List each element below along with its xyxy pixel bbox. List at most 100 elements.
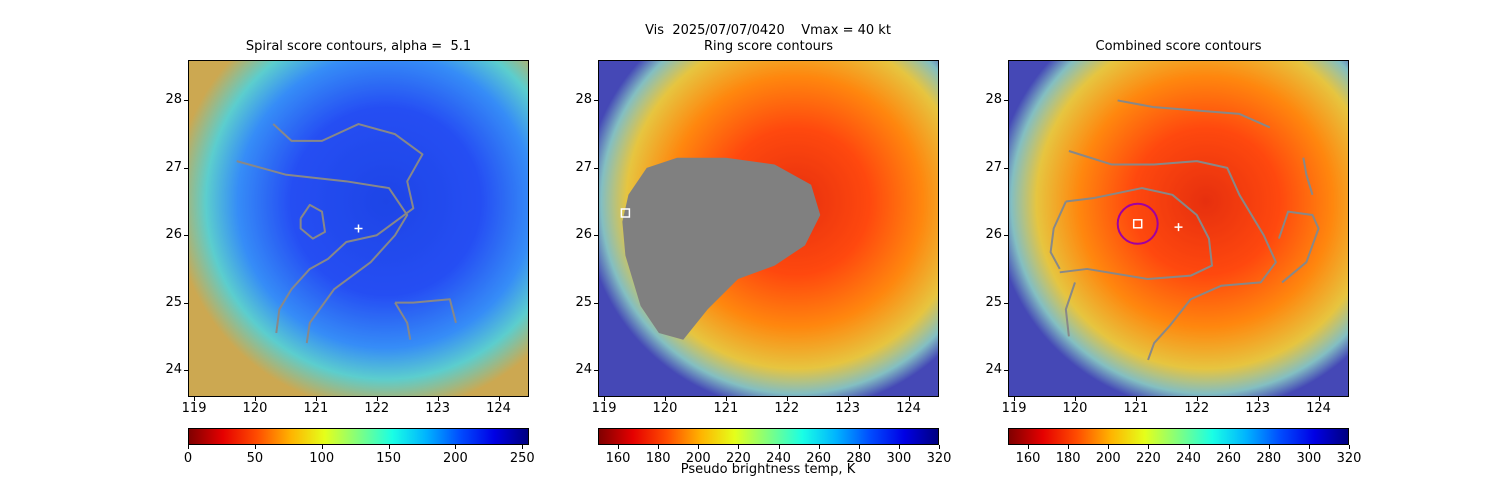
colorbar-tick — [388, 445, 390, 449]
center-square-marker — [620, 208, 631, 218]
y-tick-label: 26 — [575, 227, 592, 243]
y-tick — [1004, 167, 1008, 169]
colorbar-tick-label: 260 — [1216, 451, 1242, 466]
colorbar-tick — [455, 445, 457, 449]
score-contour — [236, 160, 409, 344]
plot-ring — [598, 60, 939, 397]
score-contour — [1302, 157, 1314, 196]
x-tick — [194, 397, 196, 401]
colorbar-tick-label: 50 — [246, 451, 264, 466]
center-plus-marker — [354, 224, 363, 233]
colorbar-tick — [658, 445, 660, 449]
y-tick — [594, 302, 598, 304]
colorbar-tick-label: 0 — [183, 451, 193, 466]
colorbar-tick — [1308, 445, 1310, 449]
x-tick-label: 122 — [364, 401, 390, 416]
plot-area — [189, 61, 528, 396]
radius-circle-marker — [1116, 202, 1159, 245]
ring-score-region — [622, 157, 821, 340]
colorbar-tick — [738, 445, 740, 449]
y-tick-label: 27 — [575, 159, 592, 175]
x-tick — [1074, 397, 1076, 401]
x-tick — [1135, 397, 1137, 401]
y-tick — [1004, 235, 1008, 237]
x-tick-label: 119 — [1001, 401, 1027, 416]
y-tick-label: 24 — [985, 362, 1002, 378]
x-tick — [1318, 397, 1320, 401]
x-tick — [725, 397, 727, 401]
colorbar-tick — [1228, 445, 1230, 449]
x-tick-label: 120 — [242, 401, 268, 416]
score-contour — [1068, 150, 1277, 361]
x-tick-label: 124 — [1306, 401, 1331, 416]
y-tick-label: 25 — [165, 294, 182, 310]
colorbar-tick — [522, 445, 524, 449]
colorbar-tick — [1148, 445, 1150, 449]
y-tick — [594, 100, 598, 102]
colorbar-tick-label: 300 — [1296, 451, 1322, 466]
score-contour — [1117, 99, 1271, 129]
plot-area — [599, 61, 938, 396]
x-tick-label: 124 — [486, 401, 511, 416]
colorbar-tick — [1108, 445, 1110, 449]
colorbar-tick-label: 180 — [1055, 451, 1081, 466]
colorbar-tick-label: 180 — [645, 451, 671, 466]
plot-area — [1009, 61, 1348, 396]
colorbar-tick — [1028, 445, 1030, 449]
colorbar-tick-label: 320 — [1336, 451, 1362, 466]
colorbar-combined — [1008, 428, 1349, 445]
colorbar-tick — [1268, 445, 1270, 449]
colorbar-tick — [1188, 445, 1190, 449]
x-tick-label: 121 — [1123, 401, 1149, 416]
x-tick-label: 124 — [896, 401, 921, 416]
colorbar-tick — [898, 445, 900, 449]
colorbar-tick-label: 320 — [926, 451, 952, 466]
colorbar-tick-label: 220 — [1135, 451, 1161, 466]
score-contour — [394, 302, 412, 340]
colorbar-tick-label: 160 — [1015, 451, 1041, 466]
y-tick-label: 26 — [985, 227, 1002, 243]
score-contour — [1064, 282, 1076, 337]
colorbar-tick — [939, 445, 940, 449]
colorbar-tick — [778, 445, 780, 449]
panel-title-spiral: Spiral score contours, alpha = 5.1 — [245, 39, 472, 54]
x-tick — [1014, 397, 1016, 401]
score-contour — [272, 123, 424, 334]
y-tick — [184, 167, 188, 169]
colorbar-tick-label: 160 — [605, 451, 631, 466]
colorbar-tick-label: 220 — [725, 451, 751, 466]
colorbar-tick-label: 200 — [685, 451, 711, 466]
y-tick — [184, 100, 188, 102]
y-tick-label: 27 — [165, 159, 182, 175]
x-tick — [315, 397, 317, 401]
y-tick — [184, 370, 188, 372]
x-tick-label: 119 — [591, 401, 617, 416]
panel-title-combined: Combined score contours — [1095, 39, 1262, 54]
score-contour — [1059, 187, 1213, 281]
y-tick-label: 26 — [165, 227, 182, 243]
y-tick-label: 28 — [575, 92, 592, 108]
panel-title-ring: Ring score contours — [703, 39, 834, 54]
colorbar-tick — [1349, 445, 1350, 449]
y-tick — [1004, 302, 1008, 304]
x-tick-label: 123 — [835, 401, 861, 416]
x-tick-label: 121 — [303, 401, 329, 416]
x-tick — [498, 397, 500, 401]
colorbar-tick — [1068, 445, 1070, 449]
colorbar-tick-label: 280 — [846, 451, 872, 466]
colorbar-tick — [321, 445, 323, 449]
plot-spiral — [188, 60, 529, 397]
x-tick-label: 121 — [713, 401, 739, 416]
score-contour — [1278, 210, 1320, 284]
y-tick-label: 28 — [165, 92, 182, 108]
colorbar-tick-label: 260 — [806, 451, 832, 466]
y-tick — [594, 167, 598, 169]
center-square-marker — [1132, 219, 1143, 229]
colorbar-tick — [254, 445, 256, 449]
colorbar-tick-label: 200 — [443, 451, 468, 466]
y-tick — [184, 235, 188, 237]
y-tick-label: 24 — [575, 362, 592, 378]
colorbar-tick-label: 200 — [1095, 451, 1121, 466]
plot-combined — [1008, 60, 1349, 397]
colorbar-spiral — [188, 428, 529, 445]
